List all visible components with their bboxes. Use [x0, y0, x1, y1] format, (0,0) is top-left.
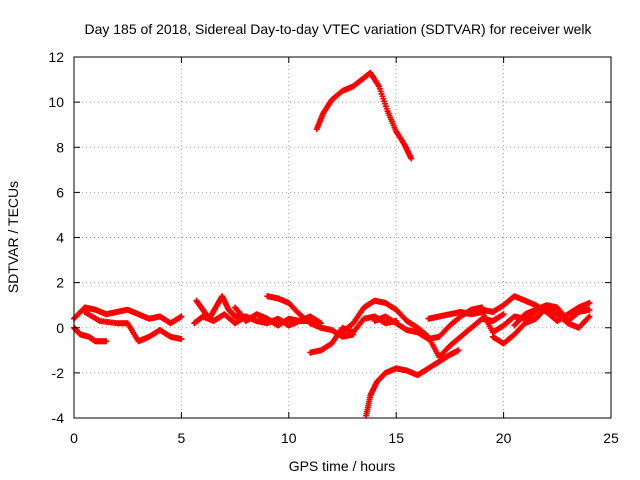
y-tick-label: 0 [56, 320, 64, 336]
y-tick-label: 12 [48, 49, 64, 65]
y-tick-label: -4 [52, 410, 65, 426]
x-tick-label: 10 [281, 430, 297, 446]
axis-ticks: 0 5 10 15 20 25 -4 -2 0 2 4 6 8 10 12 [48, 49, 619, 446]
series-track-14 [511, 302, 593, 329]
x-tick-label: 25 [603, 430, 619, 446]
data-point [586, 313, 593, 320]
y-tick-label: 8 [56, 139, 64, 155]
series-track-6 [232, 304, 325, 329]
series-track-13 [489, 304, 593, 347]
data-point [586, 306, 593, 313]
data-point [178, 336, 185, 343]
y-tick-label: 6 [56, 184, 64, 200]
y-tick-label: -2 [52, 365, 65, 381]
series-track-8 [307, 313, 400, 356]
x-tick-label: 20 [496, 430, 512, 446]
y-tick-label: 4 [56, 230, 64, 246]
y-tick-label: 2 [56, 275, 64, 291]
x-axis-label: GPS time / hours [289, 458, 396, 474]
gridlines [74, 57, 611, 418]
data-point [500, 311, 507, 318]
series-high-arc [313, 69, 415, 162]
data-point [586, 299, 593, 306]
data-point [455, 347, 462, 354]
x-tick-label: 0 [70, 430, 78, 446]
data-point-interp [585, 314, 592, 321]
series-track-3 [81, 308, 185, 345]
x-tick-label: 15 [388, 430, 404, 446]
data-point [408, 155, 415, 162]
data-point [103, 338, 110, 345]
series-low-arc [363, 347, 462, 419]
chart-title: Day 185 of 2018, Sidereal Day-to-day VTE… [84, 21, 592, 37]
data-point [178, 313, 185, 320]
series-track-2 [71, 324, 110, 345]
series-track-11 [425, 308, 539, 336]
y-axis-label: SDTVAR / TECUs [5, 181, 21, 293]
x-tick-label: 5 [178, 430, 186, 446]
y-tick-label: 10 [48, 94, 64, 110]
data-points [71, 69, 593, 419]
